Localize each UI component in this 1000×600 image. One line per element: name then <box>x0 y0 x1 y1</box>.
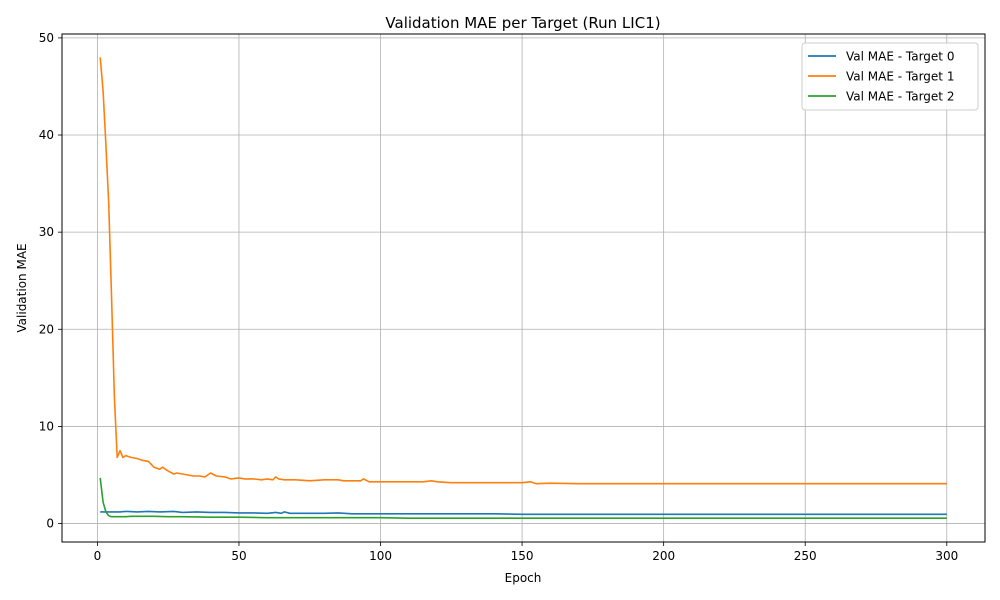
x-axis-label: Epoch <box>505 571 542 585</box>
gridlines <box>62 34 985 542</box>
series-line-target-2 <box>99 477 947 520</box>
series-line-target-0 <box>100 510 947 516</box>
x-tick-label: 50 <box>231 549 246 563</box>
series-lines <box>99 57 947 520</box>
x-tick-label: 100 <box>369 549 392 563</box>
chart-title: Validation MAE per Target (Run LIC1) <box>385 14 660 32</box>
y-tick-label: 50 <box>39 31 54 45</box>
legend: Val MAE - Target 0 Val MAE - Target 1 Val … <box>801 42 979 111</box>
legend-box <box>801 42 979 111</box>
x-tick-label: 150 <box>511 549 534 563</box>
y-tick-label: 40 <box>39 128 54 142</box>
y-tick-label: 10 <box>39 419 54 433</box>
legend-label: Val MAE - Target 2 <box>846 90 954 104</box>
legend-label: Val MAE - Target 0 <box>846 50 954 64</box>
series-line-target-1 <box>99 57 947 485</box>
x-tick-label: 0 <box>94 549 102 563</box>
y-tick-label: 30 <box>39 225 54 239</box>
x-tick-label: 200 <box>652 549 675 563</box>
x-tick-label: 300 <box>935 549 958 563</box>
legend-label: Val MAE - Target 1 <box>846 70 954 84</box>
y-axis-label: Validation MAE <box>15 243 29 332</box>
plot-area-frame <box>61 33 986 543</box>
y-tick-label: 0 <box>46 517 54 531</box>
axis-ticks: 0 50 100 150 200 250 300 0 10 20 30 40 50 <box>39 31 959 563</box>
y-tick-label: 20 <box>39 322 54 336</box>
x-tick-label: 250 <box>794 549 817 563</box>
